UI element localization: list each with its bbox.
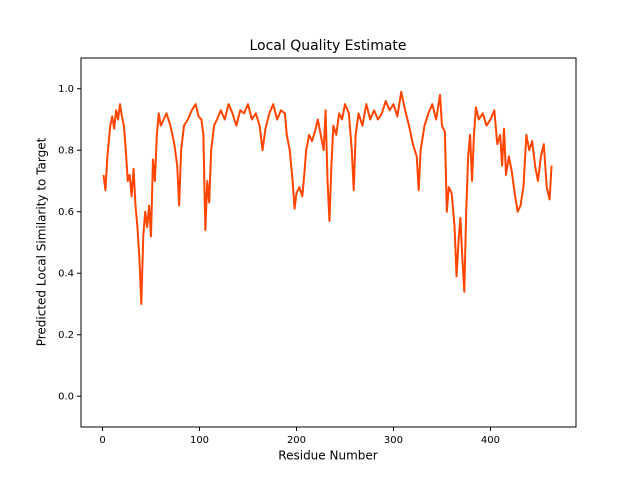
data-line <box>102 90 553 305</box>
y-axis-label: Predicted Local Similarity to Target <box>35 137 49 346</box>
y-tick-label: 1.0 <box>58 84 74 95</box>
chart-title: Local Quality Estimate <box>249 38 406 54</box>
x-tick-label: 100 <box>190 435 209 446</box>
x-tick-label: 300 <box>384 435 403 446</box>
y-tick-label: 0.8 <box>58 145 74 156</box>
x-axis-label: Residue Number <box>278 449 377 463</box>
x-tick-label: 200 <box>287 435 306 446</box>
plot-frame <box>80 57 577 428</box>
y-tick-label: 0.2 <box>58 330 74 341</box>
y-tick-label: 0.4 <box>58 268 74 279</box>
x-tick-label: 0 <box>99 435 105 446</box>
x-tick-label: 400 <box>481 435 500 446</box>
y-tick-label: 0.6 <box>58 207 74 218</box>
y-tick-label: 0.0 <box>58 391 74 402</box>
